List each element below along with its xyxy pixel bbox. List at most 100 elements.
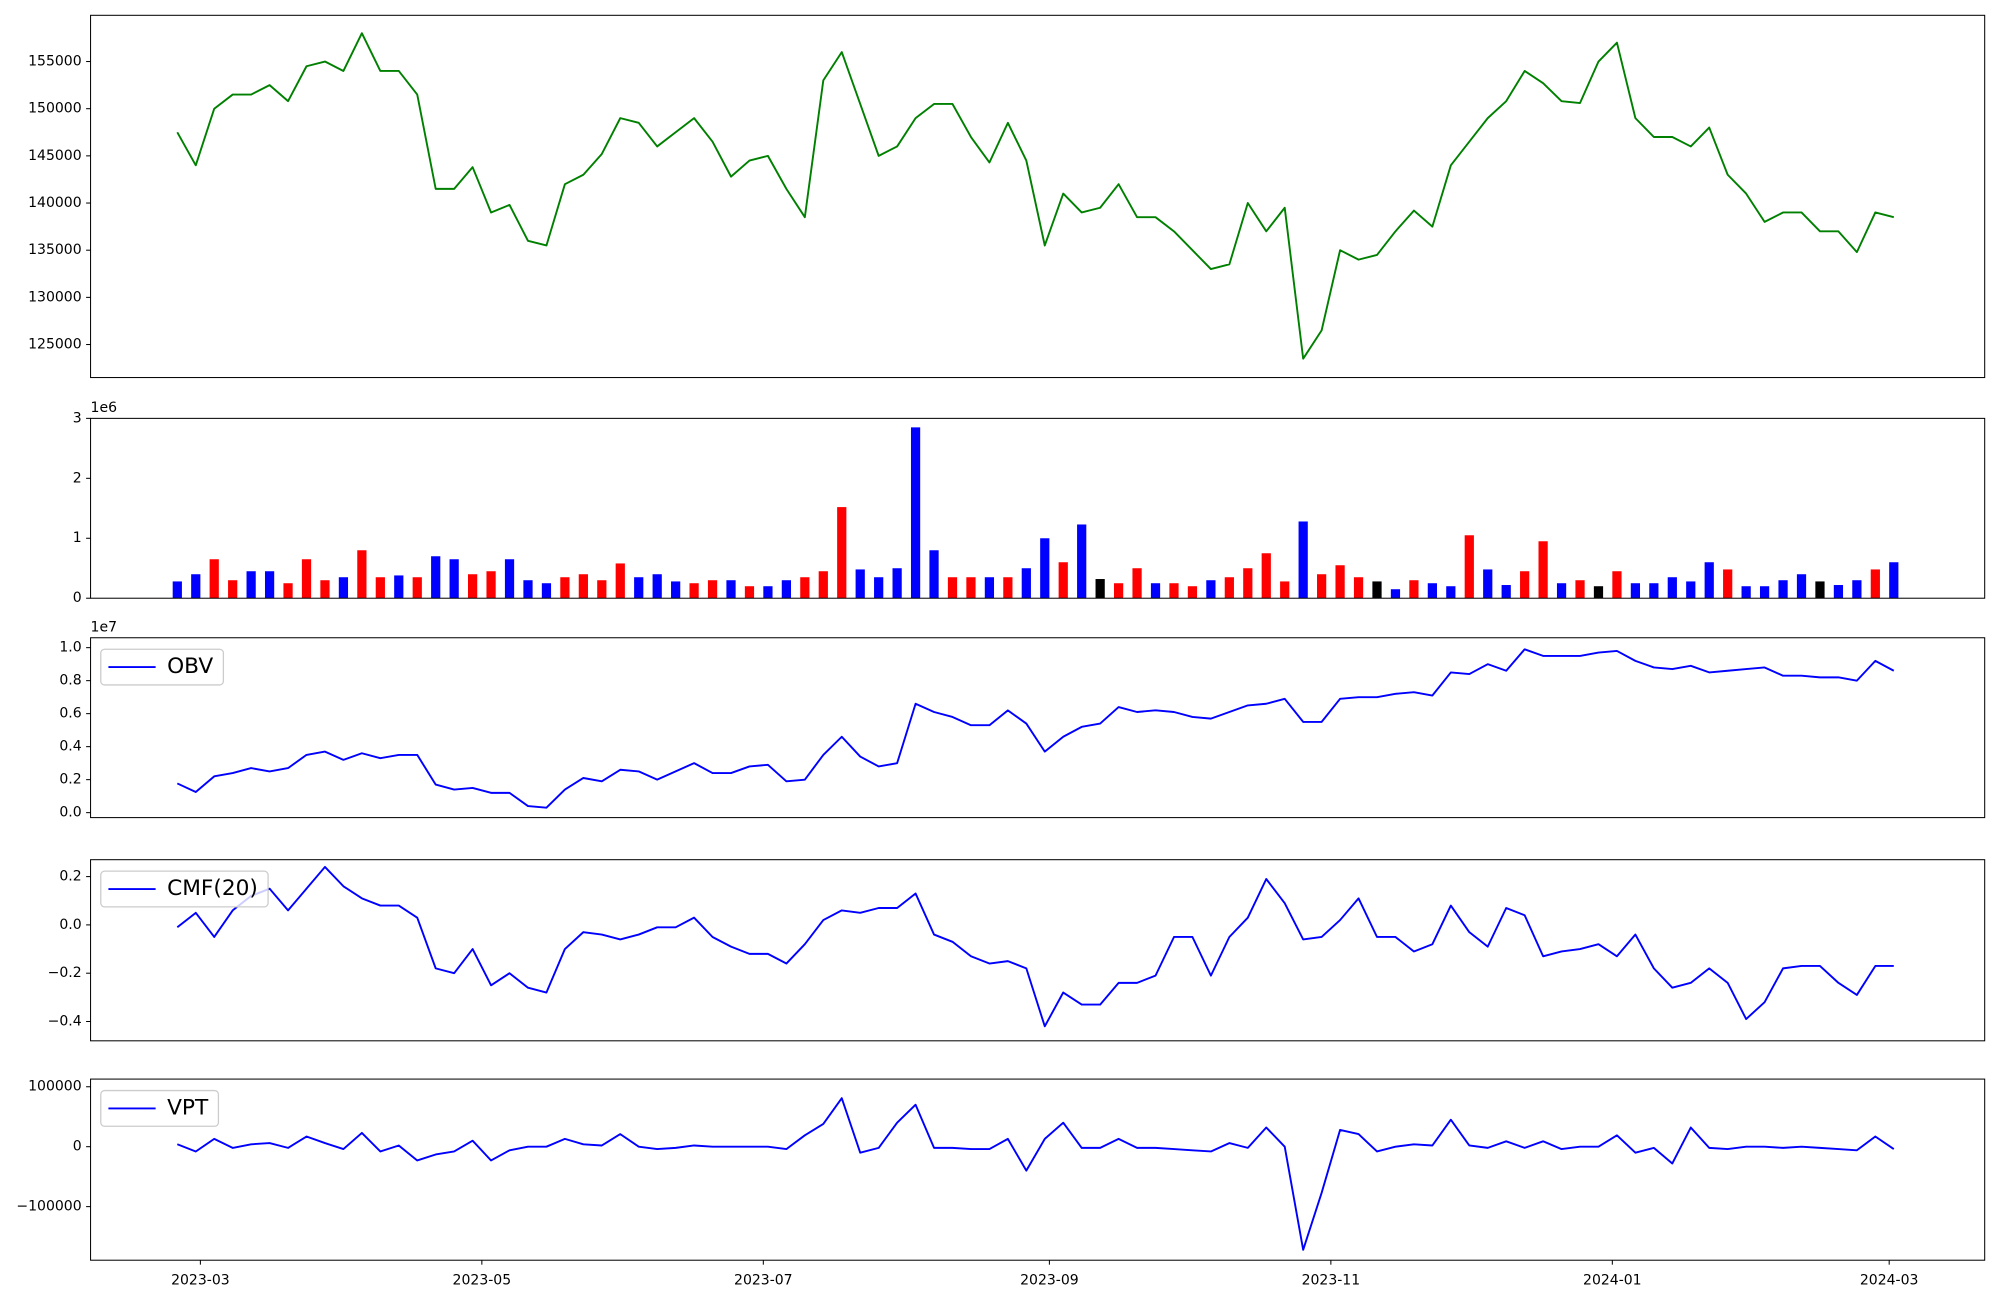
- bar: [1113, 583, 1124, 599]
- bar: [1353, 577, 1364, 599]
- axes-frame: [90, 859, 1986, 1042]
- y-tick-label: −0.2: [48, 965, 82, 981]
- bar: [1040, 538, 1050, 599]
- bar: [1520, 571, 1530, 599]
- bar: [1575, 580, 1585, 599]
- bar: [541, 583, 552, 599]
- x-tick-label: 2024-03: [1860, 1273, 1919, 1289]
- y-tick-label: 0.6: [59, 706, 81, 722]
- y-tick-label: 125000: [28, 337, 82, 353]
- bar: [1538, 541, 1548, 599]
- bar: [744, 586, 755, 599]
- bar: [1003, 577, 1013, 599]
- bar: [707, 580, 718, 599]
- bar: [726, 580, 736, 599]
- bar: [504, 559, 515, 599]
- y-tick-label: 0.0: [59, 805, 81, 821]
- bar: [209, 559, 219, 599]
- y-tick-label: 0.2: [59, 772, 81, 788]
- bar: [1796, 574, 1807, 599]
- line: [176, 32, 1895, 360]
- legend-label: VPT: [167, 1095, 209, 1120]
- bar: [1741, 586, 1751, 599]
- bar: [264, 571, 275, 599]
- bar: [1833, 585, 1844, 599]
- bar: [320, 580, 330, 599]
- bar: [1556, 583, 1567, 599]
- bar: [1501, 585, 1511, 599]
- bar: [560, 577, 570, 599]
- bar: [1298, 521, 1308, 599]
- line: [176, 865, 1894, 1028]
- line: [176, 1097, 1895, 1251]
- bar: [597, 580, 607, 599]
- bar: [1243, 568, 1253, 599]
- bar: [1667, 577, 1677, 599]
- bar: [1169, 583, 1179, 599]
- bar: [191, 574, 201, 599]
- legend: OBV: [100, 648, 225, 686]
- bar: [1409, 580, 1419, 599]
- y-tick-label: 2: [73, 470, 82, 486]
- y-tick-label: 150000: [28, 101, 82, 117]
- bar: [1372, 581, 1382, 599]
- bar: [1077, 524, 1087, 599]
- y-tick-label: 3: [73, 410, 82, 426]
- y-tick-label: 140000: [28, 195, 82, 211]
- bar: [301, 559, 312, 599]
- bar: [1870, 569, 1880, 599]
- bar: [412, 577, 422, 599]
- axes-frame: [90, 1078, 1986, 1261]
- axes-frame: [90, 417, 1986, 599]
- legend: VPT: [100, 1089, 220, 1127]
- bar: [1889, 562, 1899, 599]
- bar: [1630, 583, 1641, 599]
- bar: [1686, 581, 1696, 599]
- bar: [1132, 568, 1142, 599]
- bar: [1704, 562, 1714, 599]
- axes-frame: [90, 637, 1986, 819]
- bar: [1815, 581, 1825, 599]
- bar: [431, 556, 441, 599]
- bar: [228, 580, 238, 599]
- y-tick-label: 135000: [28, 242, 82, 258]
- bar: [1261, 553, 1271, 599]
- bar: [449, 559, 459, 599]
- y-tick-label: 0.2: [59, 869, 81, 885]
- legend-label: OBV: [167, 654, 213, 679]
- bar: [1649, 583, 1659, 599]
- x-tick-label: 2023-03: [171, 1273, 230, 1289]
- axes-frame: [90, 14, 1986, 379]
- bar: [984, 577, 995, 599]
- y-tick-label: 1: [73, 530, 82, 546]
- bar: [283, 583, 293, 599]
- bar: [246, 571, 256, 599]
- bar: [338, 577, 349, 599]
- x-tick-label: 2023-07: [734, 1273, 793, 1289]
- bar: [947, 577, 958, 599]
- bar: [1317, 574, 1327, 599]
- bar: [375, 577, 385, 599]
- x-tick-label: 2023-11: [1302, 1273, 1361, 1289]
- legend-box: [100, 1089, 220, 1127]
- y-tick-label: 100000: [28, 1079, 82, 1095]
- bar: [1224, 577, 1234, 599]
- bar: [523, 580, 533, 599]
- y-tick-label: 145000: [28, 148, 82, 164]
- legend: CMF(20): [100, 870, 269, 908]
- bar: [615, 563, 625, 599]
- y-tick-label: −100000: [16, 1199, 81, 1215]
- bar: [1593, 586, 1604, 599]
- bar: [763, 586, 773, 599]
- bar: [1390, 589, 1401, 599]
- bar: [1021, 568, 1031, 599]
- legend-box: [100, 648, 225, 686]
- x-tick-label: 2023-09: [1020, 1273, 1079, 1289]
- bar: [1095, 579, 1105, 599]
- y-tick-label: 0: [73, 1139, 82, 1155]
- bar: [468, 574, 478, 599]
- bar: [837, 507, 847, 599]
- y-tick-label: 0.0: [59, 917, 81, 933]
- bar: [929, 550, 939, 599]
- x-tick-label: 2023-05: [453, 1273, 512, 1289]
